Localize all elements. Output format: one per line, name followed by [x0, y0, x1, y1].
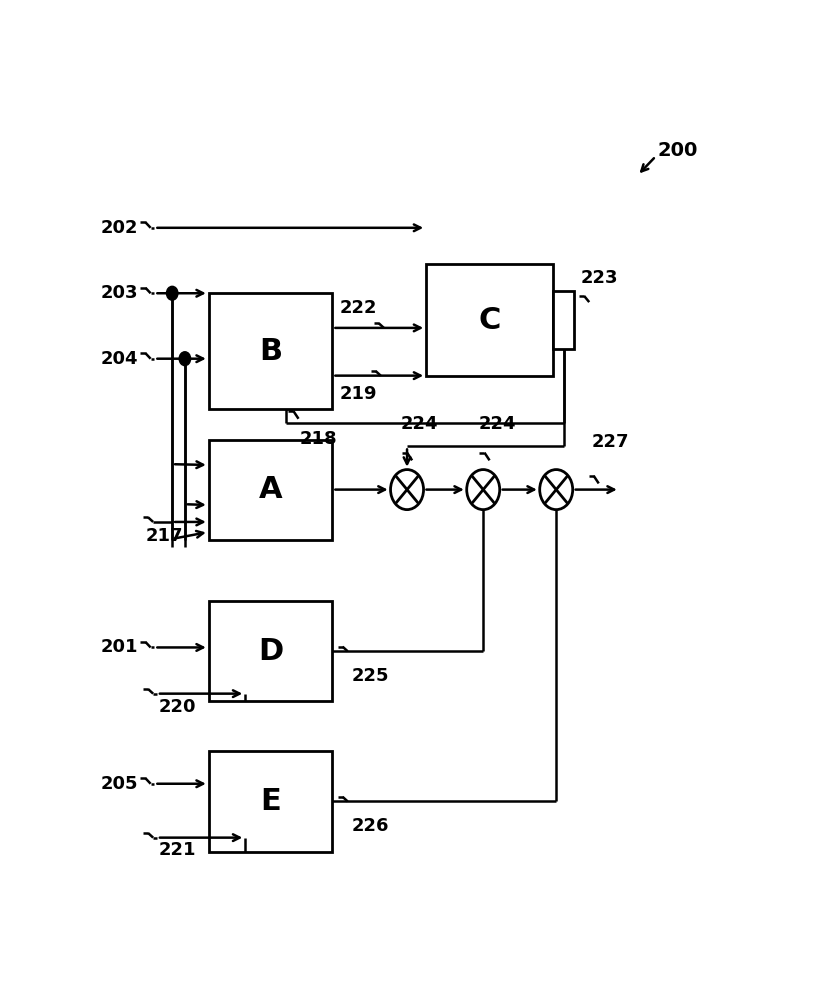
FancyBboxPatch shape: [209, 440, 333, 540]
Text: 220: 220: [158, 698, 196, 716]
FancyBboxPatch shape: [426, 264, 553, 376]
Text: 205: 205: [101, 775, 138, 793]
Circle shape: [467, 470, 500, 510]
Text: D: D: [258, 637, 283, 666]
Text: 224: 224: [478, 415, 516, 433]
Text: E: E: [260, 787, 281, 816]
FancyBboxPatch shape: [209, 601, 333, 701]
Text: 203: 203: [101, 284, 138, 302]
Text: 204: 204: [101, 350, 138, 368]
FancyBboxPatch shape: [209, 293, 333, 409]
Circle shape: [540, 470, 572, 510]
Circle shape: [166, 286, 178, 300]
Text: 223: 223: [581, 269, 618, 287]
FancyBboxPatch shape: [209, 751, 333, 852]
Text: B: B: [259, 336, 282, 365]
FancyBboxPatch shape: [553, 291, 574, 349]
Text: 218: 218: [299, 430, 337, 448]
Text: 225: 225: [351, 667, 389, 685]
Text: 226: 226: [351, 817, 389, 835]
Text: 217: 217: [146, 527, 183, 545]
Text: 200: 200: [658, 141, 698, 160]
Text: C: C: [478, 306, 500, 335]
Text: 227: 227: [592, 433, 629, 451]
Text: 201: 201: [101, 638, 138, 656]
Text: 224: 224: [400, 415, 438, 433]
Circle shape: [179, 352, 191, 366]
Text: A: A: [259, 475, 283, 504]
Text: 221: 221: [158, 841, 196, 859]
Text: 219: 219: [340, 385, 378, 403]
Text: 202: 202: [101, 219, 138, 237]
Text: 222: 222: [340, 299, 378, 317]
Circle shape: [391, 470, 423, 510]
